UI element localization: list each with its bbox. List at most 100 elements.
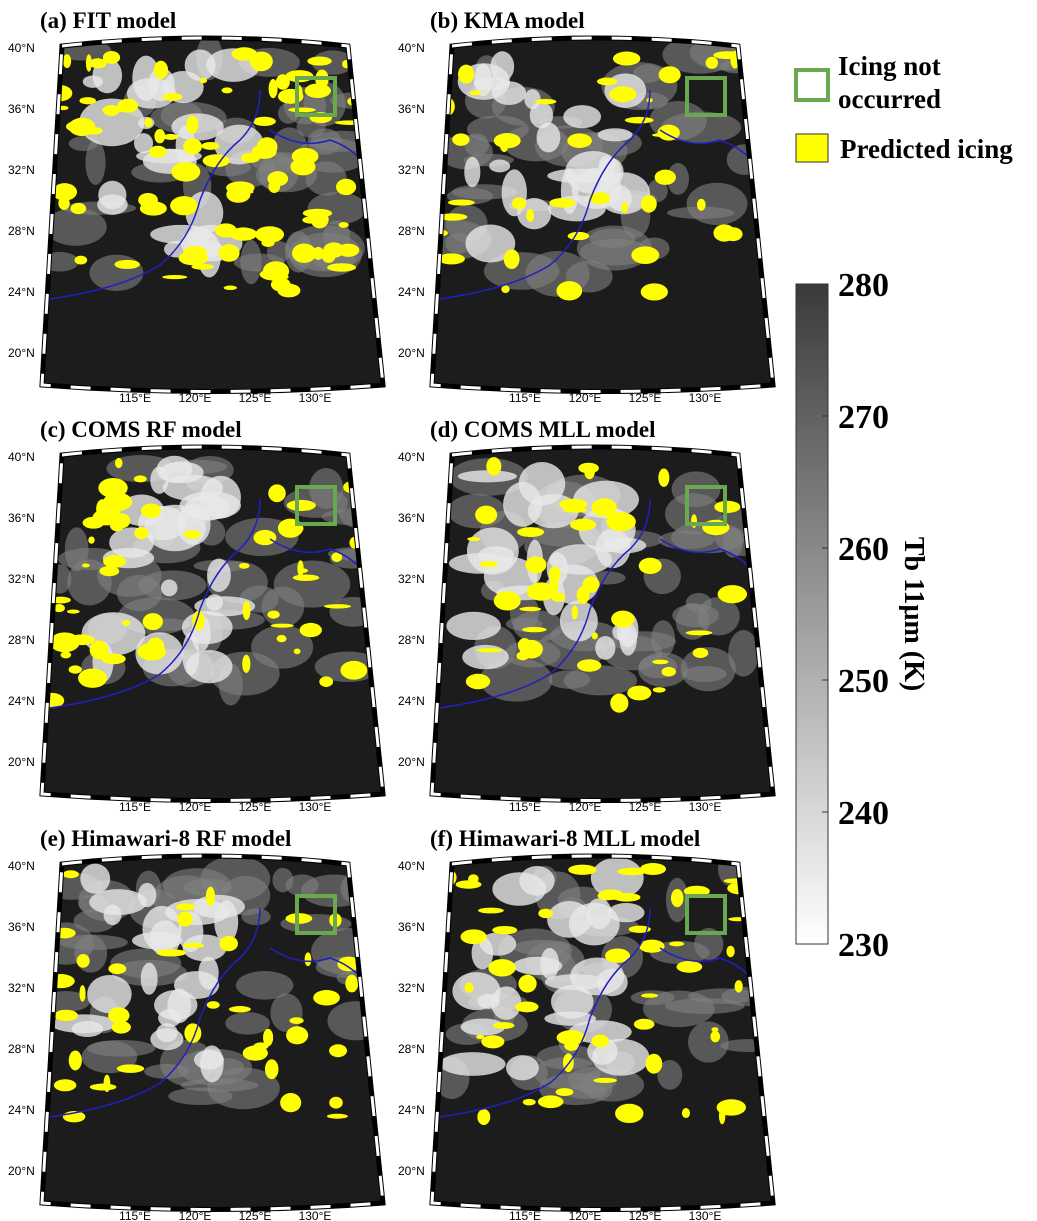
cloud-white <box>193 1049 224 1070</box>
cloud-gray <box>168 1087 233 1106</box>
cloud-gray <box>44 208 107 246</box>
predicted-icing <box>336 178 357 196</box>
map-panel: (d) COMS MLL model 40°N 36°N 32°N 28°N 24°N 20… <box>398 417 776 814</box>
predicted-icing <box>517 637 532 653</box>
cloud-white <box>540 947 560 980</box>
predicted-icing <box>538 908 553 919</box>
predicted-icing <box>313 990 340 1006</box>
predicted-icing <box>570 518 597 531</box>
lon-label: 130°E <box>689 1209 722 1221</box>
lat-label: 32°N <box>8 163 35 177</box>
cloud-white <box>150 1028 184 1051</box>
predicted-icing <box>591 632 598 640</box>
predicted-icing <box>452 133 470 146</box>
predicted-icing <box>154 129 166 144</box>
predicted-icing <box>705 56 719 69</box>
map-panel: (a) FIT model 40°N 36°N 32°N 28°N 24°N 20°N 115… <box>8 8 386 405</box>
lat-label: 40°N <box>8 41 35 55</box>
predicted-icing <box>307 56 332 66</box>
predicted-icing <box>237 189 254 195</box>
predicted-icing <box>511 197 527 210</box>
cloud-white <box>490 51 515 82</box>
map-content <box>432 856 773 1125</box>
predicted-icing <box>139 201 167 216</box>
predicted-icing <box>522 626 547 633</box>
predicted-icing <box>331 552 343 563</box>
lon-label: 125°E <box>629 391 662 405</box>
cloud-gray <box>565 1084 608 1099</box>
predicted-icing <box>334 120 365 125</box>
predicted-icing <box>53 1079 77 1092</box>
icing-not-occurred-box <box>295 894 337 935</box>
cloud-gray <box>329 596 377 627</box>
predicted-icing <box>611 610 635 628</box>
cloud-white <box>479 932 517 956</box>
predicted-icing <box>658 66 681 84</box>
lat-label: 24°N <box>398 1103 425 1117</box>
predicted-icing <box>162 133 179 140</box>
predicted-icing <box>567 231 590 241</box>
predicted-icing <box>652 687 666 693</box>
predicted-icing <box>517 527 545 538</box>
predicted-icing <box>329 1044 348 1058</box>
predicted-icing <box>439 98 447 110</box>
predicted-icing <box>718 1107 726 1125</box>
cloud-white <box>474 63 492 97</box>
cloud-gray <box>686 182 748 226</box>
predicted-icing <box>568 864 597 875</box>
cloud-white <box>503 482 543 527</box>
predicted-icing <box>103 105 120 116</box>
predicted-icing <box>723 878 747 884</box>
cloud-gray <box>666 163 689 195</box>
predicted-icing <box>177 911 193 927</box>
panel-title: (c) COMS RF model <box>40 417 242 442</box>
cloud-white <box>568 902 620 946</box>
predicted-icing <box>221 87 233 94</box>
predicted-icing <box>292 574 320 581</box>
predicted-icing <box>238 562 250 569</box>
map-frame <box>39 35 386 394</box>
predicted-icing <box>153 60 169 79</box>
cloud-white <box>144 504 206 552</box>
predicted-icing <box>68 665 82 674</box>
predicted-icing <box>88 536 95 544</box>
predicted-icing <box>640 283 668 301</box>
cloud-white <box>80 863 111 894</box>
panel-title: (d) COMS MLL model <box>430 417 656 442</box>
predicted-icing <box>89 640 109 660</box>
lon-label: 125°E <box>629 800 662 814</box>
predicted-icing <box>148 145 167 158</box>
lon-label: 125°E <box>239 800 272 814</box>
predicted-icing <box>302 208 333 218</box>
predicted-icing <box>280 1093 302 1113</box>
predicted-icing <box>267 171 289 187</box>
cloud-white <box>519 865 555 896</box>
predicted-icing <box>519 606 542 612</box>
cloud-white <box>464 156 481 188</box>
cloud-white <box>457 470 517 483</box>
predicted-icing <box>229 227 258 241</box>
cloud-white <box>491 81 527 105</box>
lat-label: 36°N <box>398 511 425 525</box>
predicted-icing <box>464 982 474 993</box>
predicted-icing <box>288 107 316 113</box>
map-content <box>432 457 772 713</box>
predicted-icing <box>116 1064 145 1073</box>
predicted-icing <box>526 582 556 601</box>
colorbar-label: Tb 11μm (K) <box>898 537 929 691</box>
predicted-icing <box>714 500 741 513</box>
predicted-icing <box>108 1007 130 1024</box>
lon-label: 115°E <box>509 391 541 405</box>
predicted-icing <box>205 886 215 907</box>
cloud-gray <box>680 647 736 692</box>
predicted-icing <box>191 263 214 270</box>
cloud-gray <box>728 629 759 677</box>
predicted-icing <box>492 1022 515 1029</box>
cloud-gray <box>688 1021 729 1063</box>
cloud-white <box>529 101 554 129</box>
cloud-white <box>138 882 157 908</box>
predicted-icing <box>477 907 504 914</box>
predicted-icing <box>85 54 92 72</box>
cloud-gray <box>721 986 773 1007</box>
cloud-white <box>142 905 182 953</box>
